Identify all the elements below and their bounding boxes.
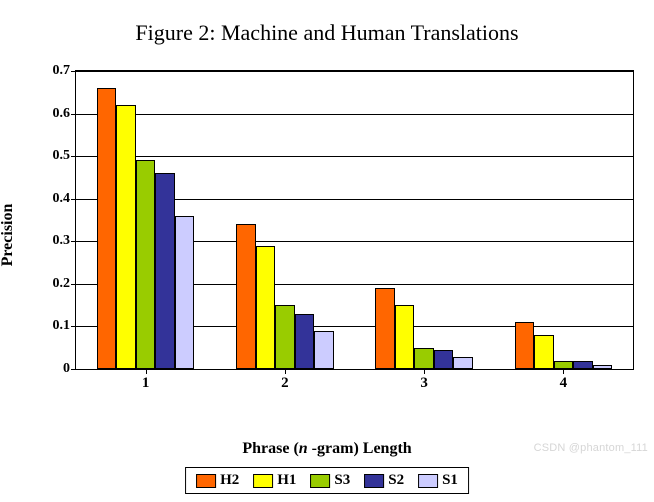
legend-label: S3: [334, 472, 350, 489]
xlabel-suffix: -gram) Length: [308, 440, 412, 457]
bar-H2-1: [97, 88, 116, 369]
legend-label: S1: [442, 472, 458, 489]
ytick-label: 0: [63, 361, 70, 377]
y-axis-label: Precision: [0, 204, 17, 267]
grid-line: [76, 156, 633, 157]
bar-S1-4: [593, 365, 612, 369]
bar-S3-4: [554, 361, 573, 370]
ytick-mark: [71, 71, 76, 72]
legend-swatch: [418, 474, 438, 488]
bar-H1-3: [395, 305, 414, 369]
legend-item-S1: S1: [418, 472, 458, 489]
legend: H2 H1 S3 S2 S1: [185, 467, 469, 494]
ytick-label: 0.7: [53, 63, 71, 79]
ytick-mark: [71, 156, 76, 157]
bar-S2-1: [155, 173, 174, 369]
legend-swatch: [253, 474, 273, 488]
bar-S2-3: [434, 350, 453, 369]
grid-line: [76, 71, 633, 72]
bar-H2-2: [236, 224, 255, 369]
legend-item-S2: S2: [364, 472, 404, 489]
legend-item-S3: S3: [310, 472, 350, 489]
bar-S1-2: [314, 331, 333, 369]
legend-swatch: [310, 474, 330, 488]
legend-swatch: [196, 474, 216, 488]
bar-H2-3: [375, 288, 394, 369]
ytick-mark: [71, 369, 76, 370]
chart-area: Precision 00.10.20.30.40.50.60.71234 Phr…: [20, 70, 634, 400]
legend-label: H1: [277, 472, 296, 489]
bar-S2-4: [573, 361, 592, 370]
ytick-label: 0.5: [53, 148, 71, 164]
bar-H2-4: [515, 322, 534, 369]
ytick-mark: [71, 326, 76, 327]
xtick-mark: [146, 369, 147, 374]
xtick-mark: [563, 369, 564, 374]
xtick-label: 2: [281, 375, 289, 392]
xtick-mark: [285, 369, 286, 374]
xtick-label: 1: [142, 375, 150, 392]
xtick-mark: [424, 369, 425, 374]
x-axis-label: Phrase (n -gram) Length: [242, 440, 411, 458]
ytick-label: 0.2: [53, 276, 71, 292]
bar-H1-4: [534, 335, 553, 369]
legend-swatch: [364, 474, 384, 488]
bar-S1-3: [453, 357, 472, 369]
ytick-label: 0.1: [53, 318, 71, 334]
chart-title: Figure 2: Machine and Human Translations: [0, 20, 654, 46]
ytick-label: 0.4: [53, 191, 71, 207]
plot-area: 00.10.20.30.40.50.60.71234: [75, 70, 634, 370]
bar-S1-1: [175, 216, 194, 369]
legend-label: S2: [388, 472, 404, 489]
legend-item-H1: H1: [253, 472, 296, 489]
ytick-mark: [71, 199, 76, 200]
legend-label: H2: [220, 472, 239, 489]
bar-S3-2: [275, 305, 294, 369]
ytick-label: 0.3: [53, 233, 71, 249]
bar-S3-3: [414, 348, 433, 369]
bar-S3-1: [136, 160, 155, 369]
bar-H1-2: [256, 246, 275, 369]
ytick-mark: [71, 114, 76, 115]
xtick-label: 4: [560, 375, 568, 392]
xlabel-prefix: Phrase (: [242, 440, 298, 457]
grid-line: [76, 114, 633, 115]
ytick-mark: [71, 241, 76, 242]
legend-item-H2: H2: [196, 472, 239, 489]
ytick-label: 0.6: [53, 106, 71, 122]
bar-H1-1: [116, 105, 135, 369]
watermark: CSDN @phantom_111: [534, 442, 648, 454]
xtick-label: 3: [420, 375, 428, 392]
ytick-mark: [71, 284, 76, 285]
bar-S2-2: [295, 314, 314, 369]
